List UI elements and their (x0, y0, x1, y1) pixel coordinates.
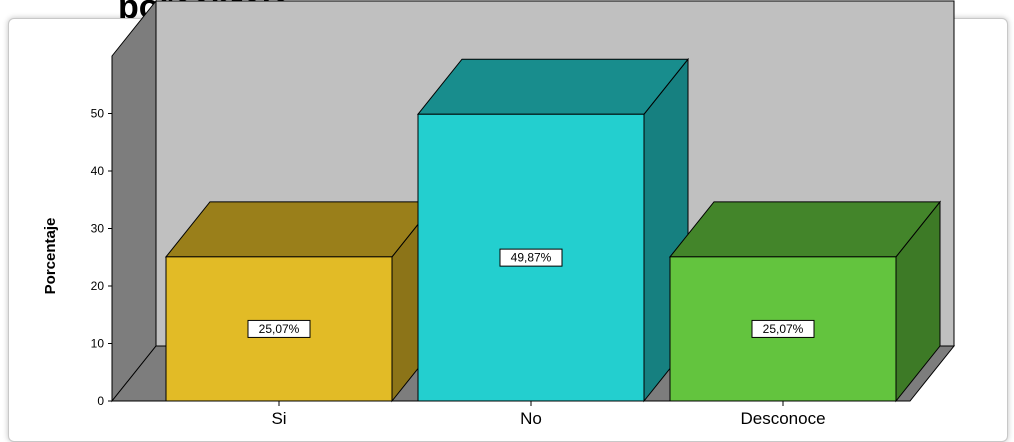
bar-no: 49,87% (416, 57, 690, 403)
x-tick-label: Desconoce (740, 409, 825, 428)
data-label: 25,07% (259, 322, 300, 336)
data-label: 25,07% (763, 322, 804, 336)
bar-top (164, 201, 438, 258)
data-label-box (247, 319, 311, 338)
data-label: 49,87% (511, 251, 552, 265)
y-tick-label: 50 (91, 107, 105, 121)
y-tick-label: 30 (91, 222, 105, 236)
bar-si: 25,07% (164, 200, 438, 403)
side-wall (111, 0, 157, 403)
x-tick-label: No (520, 409, 542, 428)
data-label-box (499, 248, 563, 267)
y-tick-label: 10 (91, 337, 105, 351)
y-axis-label: Porcentaje (42, 218, 59, 295)
y-tick-label: 40 (91, 164, 105, 178)
bar-top (668, 201, 942, 258)
y-tick-label: 20 (91, 279, 105, 293)
x-tick-label: Si (271, 409, 286, 428)
bar-desconoce: 25,07% (668, 200, 942, 403)
bar-top (416, 58, 690, 115)
y-tick-label: 0 (97, 394, 104, 408)
bars: 25,07% 49,87% 25,07% (164, 57, 942, 403)
data-label-box (751, 319, 815, 338)
x-axis: Si No Desconoce (271, 401, 826, 428)
y-axis: 0 10 20 30 40 50 (91, 107, 112, 408)
